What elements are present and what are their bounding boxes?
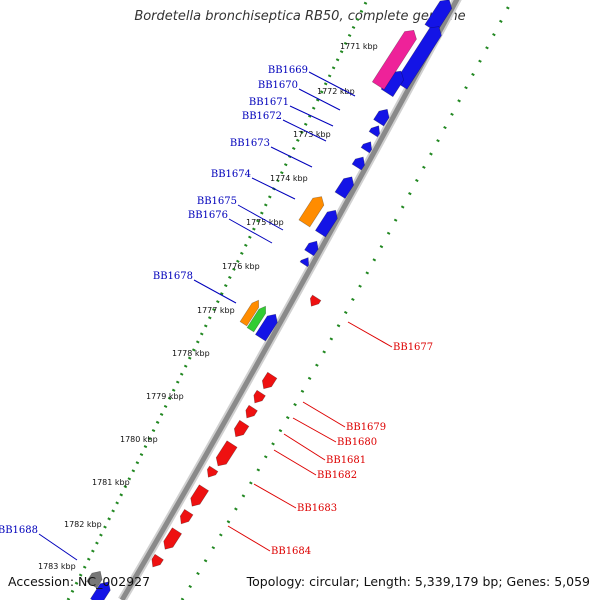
gene-block-blue xyxy=(360,141,373,154)
gene-block-blue xyxy=(299,257,310,268)
gene-block-red xyxy=(215,440,238,467)
tick-label: 1778 kbp xyxy=(172,349,210,358)
tick-label: 1781 kbp xyxy=(92,478,130,487)
map-title: Bordetella bronchiseptica RB50, complete… xyxy=(134,9,466,24)
gene-block-blue xyxy=(380,70,405,98)
tick-label: 1780 kbp xyxy=(120,435,158,444)
gene-leader-line xyxy=(227,525,271,552)
gene-label: BB1678 xyxy=(153,271,193,282)
gene-block-red xyxy=(253,389,266,404)
tick-label: 1776 kbp xyxy=(222,262,260,271)
gene-label: BB1672 xyxy=(242,111,282,122)
gene-label: BB1677 xyxy=(393,342,433,353)
gene-label: BB1682 xyxy=(317,470,357,481)
gene-block-red xyxy=(190,484,210,507)
gene-leader-line xyxy=(270,146,313,168)
gene-label: BB1675 xyxy=(197,196,237,207)
gene-label: BB1674 xyxy=(211,169,251,180)
gene-leader-line xyxy=(302,401,346,428)
gene-block-magenta xyxy=(371,29,417,90)
gene-label: BB1680 xyxy=(337,437,377,448)
tick-label: 1783 kbp xyxy=(38,562,76,571)
gene-block-red xyxy=(309,294,322,307)
tick-label: 1772 kbp xyxy=(317,87,355,96)
gene-block-orange xyxy=(298,196,325,228)
gene-leader-line xyxy=(251,177,296,200)
gene-block-red xyxy=(179,508,194,525)
tick-label: 1779 kbp xyxy=(146,392,184,401)
gene-block-orange xyxy=(239,299,260,327)
tick-label: 1777 kbp xyxy=(197,306,235,315)
gene-block-red xyxy=(233,419,250,438)
gene-block-blue xyxy=(304,240,319,257)
gene-block-blue xyxy=(351,156,365,171)
gene-leader-line xyxy=(228,218,273,244)
gene-block-grey xyxy=(86,570,103,589)
gene-block-blue xyxy=(254,313,278,342)
gene-leader-line xyxy=(237,204,284,231)
gene-block-red xyxy=(206,465,219,478)
gene-block-red xyxy=(245,404,258,419)
gene-leader-line xyxy=(38,533,78,561)
gene-block-red xyxy=(261,371,278,390)
gene-leader-line xyxy=(347,321,393,348)
gene-block-green xyxy=(246,305,267,333)
gene-block-blue xyxy=(368,125,381,138)
tick-label: 1782 kbp xyxy=(64,520,102,529)
gene-label: BB1676 xyxy=(188,210,228,221)
gene-label: BB1670 xyxy=(258,80,298,91)
accession-label: Accession: NC_002927 xyxy=(8,574,151,589)
gene-label: BB1679 xyxy=(346,422,386,433)
topology-label: Topology: circular; Length: 5,339,179 bp… xyxy=(246,574,590,589)
tick-label: 1771 kbp xyxy=(340,42,378,51)
gene-leader-line xyxy=(298,88,341,111)
gene-block-blue xyxy=(424,0,453,33)
backbone xyxy=(119,0,460,600)
gene-block-blue xyxy=(314,209,338,238)
gene-label: BB1669 xyxy=(268,65,308,76)
gene-leader-line xyxy=(283,433,326,461)
gene-leader-line xyxy=(308,71,356,97)
gene-block-blue xyxy=(373,108,390,127)
tick-label: 1774 kbp xyxy=(270,174,308,183)
tick-label: 1775 kbp xyxy=(246,218,284,227)
gene-label: BB1673 xyxy=(230,138,270,149)
gene-leader-line xyxy=(282,119,327,142)
gene-leader-line xyxy=(289,105,334,127)
gene-leader-line xyxy=(253,483,297,509)
gene-block-red xyxy=(151,553,164,568)
gene-label: BB1688 xyxy=(0,525,38,536)
gene-label: BB1684 xyxy=(271,546,311,557)
gene-leader-line xyxy=(193,279,237,304)
gene-block-blue xyxy=(334,176,355,199)
gene-leader-line xyxy=(292,417,337,443)
gene-leader-line xyxy=(273,449,317,476)
gene-label: BB1681 xyxy=(326,455,366,466)
gene-label: BB1683 xyxy=(297,503,337,514)
gene-block-red xyxy=(163,527,183,550)
gene-label: BB1671 xyxy=(249,97,289,108)
